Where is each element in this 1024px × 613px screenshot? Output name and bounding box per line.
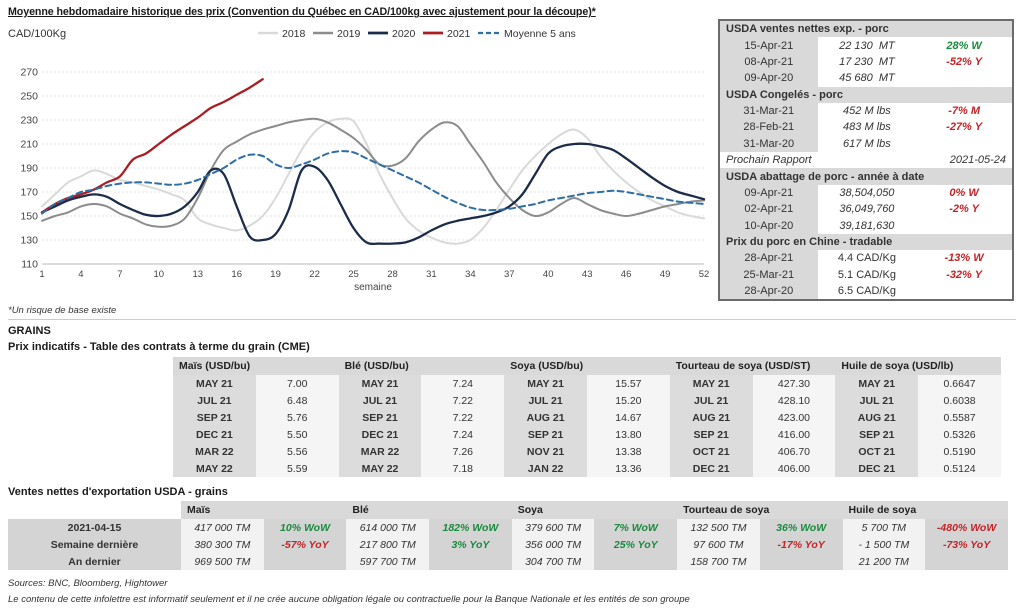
svg-text:49: 49	[660, 269, 671, 280]
svg-text:130: 130	[20, 235, 38, 247]
svg-text:4: 4	[78, 269, 83, 280]
svg-text:37: 37	[504, 269, 515, 280]
svg-text:31: 31	[426, 269, 437, 280]
svg-text:2018: 2018	[282, 28, 306, 40]
svg-text:16: 16	[231, 269, 242, 280]
svg-text:170: 170	[20, 187, 38, 199]
svg-text:2020: 2020	[392, 28, 416, 40]
svg-text:semaine: semaine	[354, 282, 392, 293]
svg-text:Moyenne 5 ans: Moyenne 5 ans	[504, 28, 576, 40]
svg-text:CAD/100Kg: CAD/100Kg	[8, 28, 66, 40]
svg-text:1: 1	[39, 269, 44, 280]
svg-text:7: 7	[117, 269, 122, 280]
svg-text:210: 210	[20, 139, 38, 151]
svg-text:25: 25	[348, 269, 359, 280]
svg-text:2019: 2019	[337, 28, 361, 40]
svg-text:*Un risque de base existe: *Un risque de base existe	[8, 305, 116, 316]
svg-text:22: 22	[309, 269, 320, 280]
svg-text:52: 52	[699, 269, 710, 280]
svg-text:19: 19	[270, 269, 281, 280]
svg-text:13: 13	[193, 269, 204, 280]
svg-text:43: 43	[582, 269, 593, 280]
svg-text:270: 270	[20, 67, 38, 79]
svg-text:230: 230	[20, 115, 38, 127]
svg-text:28: 28	[387, 269, 398, 280]
svg-text:190: 190	[20, 163, 38, 175]
svg-text:34: 34	[465, 269, 476, 280]
svg-text:46: 46	[621, 269, 632, 280]
svg-text:150: 150	[20, 211, 38, 223]
svg-text:10: 10	[154, 269, 165, 280]
svg-text:40: 40	[543, 269, 554, 280]
svg-text:110: 110	[21, 259, 38, 271]
svg-text:250: 250	[20, 91, 38, 103]
svg-text:2021: 2021	[447, 28, 471, 40]
